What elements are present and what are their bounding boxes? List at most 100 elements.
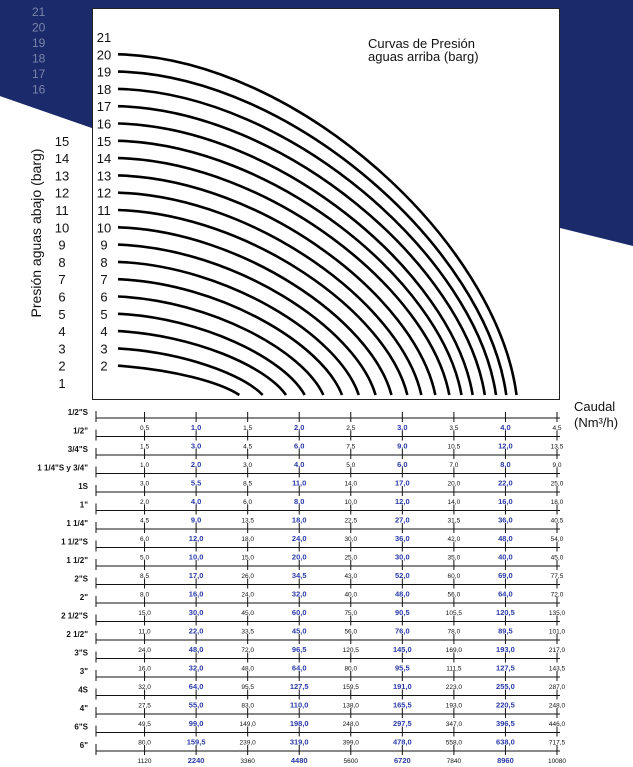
y-tick-label: 7 — [58, 272, 65, 287]
pressure-curve — [117, 347, 264, 396]
pressure-curve — [117, 364, 241, 397]
pressure-curve — [117, 243, 377, 396]
scale-tick-label: 69,0 — [498, 571, 513, 580]
scale-tick-label: 111,5 — [446, 666, 462, 673]
scale-tick-label: 72,0 — [551, 592, 564, 599]
scale-tick-label: 20,0 — [292, 553, 307, 562]
scale-tick-label: 10,0 — [189, 553, 204, 562]
scale-tick-label: 127,5 — [496, 664, 515, 673]
scale-tick-label: 2,5 — [346, 425, 355, 432]
scale-tick-label: 24,0 — [241, 592, 254, 599]
y-ghost-tick: 20 — [32, 21, 46, 35]
y-ghost-tick: 17 — [32, 67, 46, 81]
scale-tick-label: 54,0 — [551, 536, 564, 543]
scale-tick-label: 120,5 — [496, 608, 515, 617]
scale-tick-label: 1,5 — [140, 444, 149, 451]
scale-tick-label: 34,5 — [292, 571, 307, 580]
scale-tick-label: 5600 — [344, 758, 359, 765]
pressure-curve — [117, 329, 288, 396]
scale-tick-label: 95,5 — [395, 664, 410, 673]
size-label: 6"S — [74, 723, 88, 732]
scale-tick-label: 10,5 — [448, 444, 461, 451]
scale-tick-label: 3,0 — [397, 423, 407, 432]
scale-tick-label: 42,0 — [448, 536, 461, 543]
curve-label: 20 — [97, 47, 111, 62]
scale-tick-label: 31,5 — [448, 518, 461, 525]
curve-label: 10 — [97, 220, 111, 235]
y-ghost-tick: 16 — [32, 83, 46, 97]
y-axis-title: Presión aguas abajo (barg) — [28, 148, 44, 318]
scale-tick-label: 16,0 — [498, 497, 513, 506]
scale-tick-label: 5,5 — [191, 479, 201, 488]
scale-tick-label: 8,0 — [140, 592, 149, 599]
scale-tick-label: 4,5 — [140, 518, 149, 525]
scale-tick-label: 95,5 — [241, 684, 254, 691]
pressure-curve — [117, 312, 306, 396]
scale-tick-label: 80,0 — [344, 666, 357, 673]
scale-tick-label: 60,0 — [448, 573, 461, 580]
scale-tick-label: 223,0 — [446, 684, 463, 691]
scale-tick-label: 11,0 — [138, 629, 151, 636]
pressure-curve — [117, 156, 451, 396]
size-label: 2"S — [74, 575, 88, 584]
scale-tick-label: 45,0 — [551, 555, 564, 562]
pressure-curve — [117, 87, 498, 396]
scale-tick-label: 5,0 — [140, 555, 149, 562]
scale-tick-label: 30,0 — [395, 553, 410, 562]
pressure-curve — [117, 104, 487, 396]
scale-tick-label: 2,0 — [191, 460, 201, 469]
scale-tick-label: 83,0 — [241, 703, 254, 710]
scale-tick-label: 27,5 — [138, 703, 151, 710]
scale-tick-label: 40,5 — [551, 518, 564, 525]
scale-tick-label: 3,0 — [140, 481, 149, 488]
scale-tick-label: 169,0 — [446, 647, 463, 654]
scale-tick-label: 45,0 — [292, 627, 307, 636]
curve-label: 2 — [100, 359, 107, 374]
y-tick-label: 8 — [58, 255, 65, 270]
scale-tick-label: 399,0 — [343, 740, 360, 747]
size-label: 6" — [80, 741, 88, 750]
pressure-curve — [117, 70, 508, 396]
scale-tick-label: 159,5 — [187, 738, 206, 747]
scale-tick-label: 32,0 — [292, 590, 307, 599]
scale-tick-label: 198,0 — [290, 719, 309, 728]
scale-tick-label: 3360 — [240, 758, 255, 765]
scale-tick-label: 13,5 — [241, 518, 254, 525]
scale-tick-label: 4480 — [291, 756, 308, 765]
y-tick-label: 5 — [58, 307, 65, 322]
scale-tick-label: 248,0 — [549, 703, 566, 710]
scale-tick-label: 40,0 — [498, 553, 513, 562]
size-label: 3/4"S — [68, 445, 89, 454]
pressure-curve — [117, 260, 361, 396]
scale-tick-label: 18,0 — [292, 516, 307, 525]
scale-tick-label: 52,0 — [395, 571, 410, 580]
scale-tick-label: 6,0 — [294, 442, 304, 451]
scale-tick-label: 4,0 — [294, 460, 304, 469]
scale-tick-label: 9,0 — [552, 462, 561, 469]
scale-tick-label: 4,0 — [191, 497, 201, 506]
scale-tick-label: 43,0 — [344, 573, 357, 580]
scale-tick-label: 12,0 — [395, 497, 410, 506]
pressure-curve — [117, 208, 409, 396]
scale-tick-label: 255,0 — [496, 682, 515, 691]
y-tick-label: 6 — [58, 290, 65, 305]
scale-tick-label: 89,5 — [498, 627, 513, 636]
size-label: 2 1/2" — [66, 630, 88, 639]
scale-tick-label: 110,0 — [290, 701, 308, 710]
scale-tick-label: 78,0 — [448, 629, 461, 636]
curve-label: 7 — [100, 272, 107, 287]
chart-title-line: Curvas de Presión — [368, 36, 475, 51]
scale-tick-label: 30,0 — [189, 608, 204, 617]
scale-tick-label: 48,0 — [395, 590, 410, 599]
y-ghost-tick: 19 — [32, 36, 46, 50]
scale-tick-label: 7,5 — [346, 444, 355, 451]
size-label: 1" — [80, 501, 88, 510]
size-label: 4" — [80, 704, 88, 713]
scale-tick-label: 26,0 — [241, 573, 254, 580]
size-label: 1/2"S — [68, 408, 89, 417]
scale-tick-label: 149,0 — [240, 721, 257, 728]
scale-tick-label: 35,0 — [448, 555, 461, 562]
scale-tick-label: 48,0 — [498, 534, 513, 543]
size-label: 3"S — [74, 649, 88, 658]
curve-label: 6 — [100, 290, 107, 305]
